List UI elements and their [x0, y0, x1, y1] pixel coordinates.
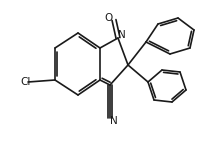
Text: Cl: Cl — [21, 77, 31, 87]
Text: N: N — [110, 116, 118, 126]
Text: O: O — [105, 13, 113, 23]
Text: N: N — [118, 30, 126, 40]
